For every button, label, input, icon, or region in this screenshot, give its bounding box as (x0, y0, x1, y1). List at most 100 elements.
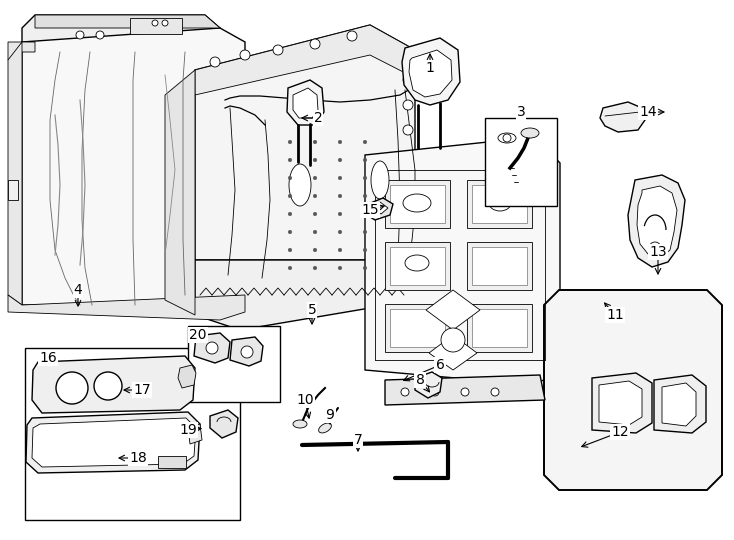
Polygon shape (22, 28, 245, 305)
Circle shape (338, 266, 342, 270)
Circle shape (210, 57, 220, 67)
Text: 13: 13 (649, 245, 666, 259)
Circle shape (288, 176, 292, 180)
Polygon shape (409, 50, 452, 97)
Circle shape (56, 372, 88, 404)
Polygon shape (195, 25, 415, 95)
Bar (472, 247, 527, 285)
Circle shape (288, 266, 292, 270)
Bar (25, 348, 240, 520)
Polygon shape (373, 202, 388, 214)
Circle shape (310, 39, 320, 49)
Text: 15: 15 (361, 203, 379, 217)
Circle shape (313, 266, 317, 270)
Ellipse shape (405, 255, 429, 271)
Text: 17: 17 (133, 383, 150, 397)
Polygon shape (32, 418, 196, 467)
Circle shape (313, 158, 317, 162)
Ellipse shape (319, 423, 331, 433)
Text: 14: 14 (639, 105, 657, 119)
Circle shape (162, 20, 168, 26)
Polygon shape (22, 15, 220, 52)
Circle shape (288, 140, 292, 144)
Ellipse shape (293, 420, 307, 428)
Circle shape (403, 100, 413, 110)
Circle shape (363, 266, 367, 270)
Bar (188, 326, 280, 402)
Polygon shape (188, 424, 202, 444)
Polygon shape (426, 290, 480, 330)
Text: 19: 19 (179, 423, 197, 437)
Circle shape (313, 230, 317, 234)
Polygon shape (8, 295, 245, 320)
Bar (130, 18, 182, 34)
Circle shape (363, 140, 367, 144)
Polygon shape (365, 137, 560, 385)
Polygon shape (230, 337, 263, 366)
Bar (390, 185, 445, 223)
Text: 9: 9 (326, 408, 335, 422)
Circle shape (338, 140, 342, 144)
Polygon shape (293, 88, 318, 118)
Polygon shape (287, 80, 324, 125)
Circle shape (313, 140, 317, 144)
Polygon shape (26, 412, 200, 473)
Circle shape (338, 230, 342, 234)
Polygon shape (402, 38, 460, 105)
Bar (467, 242, 532, 290)
Circle shape (273, 45, 283, 55)
Circle shape (152, 20, 158, 26)
Ellipse shape (403, 194, 431, 212)
Polygon shape (195, 240, 415, 330)
Circle shape (288, 194, 292, 198)
Polygon shape (8, 180, 18, 200)
Text: 12: 12 (611, 425, 629, 439)
Circle shape (363, 176, 367, 180)
Bar (485, 118, 557, 206)
Polygon shape (544, 290, 722, 490)
Text: 11: 11 (606, 308, 624, 322)
Text: 1: 1 (426, 61, 435, 75)
Polygon shape (195, 25, 415, 260)
Circle shape (503, 134, 511, 142)
Polygon shape (654, 375, 706, 433)
Bar (472, 185, 527, 223)
Circle shape (441, 328, 465, 352)
Circle shape (431, 388, 439, 396)
Ellipse shape (371, 161, 389, 199)
Text: 18: 18 (129, 451, 147, 465)
Circle shape (403, 75, 413, 85)
Circle shape (288, 248, 292, 252)
Text: 2: 2 (313, 111, 322, 125)
Text: 7: 7 (354, 433, 363, 447)
Polygon shape (429, 335, 477, 370)
Circle shape (240, 50, 250, 60)
Text: 3: 3 (517, 105, 526, 119)
Polygon shape (662, 383, 696, 426)
Circle shape (288, 230, 292, 234)
Circle shape (363, 194, 367, 198)
Text: 5: 5 (308, 303, 316, 317)
Polygon shape (165, 70, 195, 315)
Circle shape (206, 342, 218, 354)
Circle shape (94, 372, 122, 400)
Text: 10: 10 (297, 393, 314, 407)
Bar (467, 304, 532, 352)
Circle shape (288, 158, 292, 162)
Bar (158, 456, 186, 468)
Circle shape (491, 388, 499, 396)
Polygon shape (8, 42, 35, 60)
Polygon shape (385, 375, 545, 405)
Circle shape (338, 158, 342, 162)
Bar (472, 309, 527, 347)
Circle shape (96, 31, 104, 39)
Text: 6: 6 (435, 358, 445, 372)
Polygon shape (8, 42, 22, 305)
Circle shape (313, 194, 317, 198)
Circle shape (338, 248, 342, 252)
Circle shape (347, 31, 357, 41)
Circle shape (288, 212, 292, 216)
Circle shape (401, 388, 409, 396)
Ellipse shape (289, 164, 311, 206)
Circle shape (363, 248, 367, 252)
